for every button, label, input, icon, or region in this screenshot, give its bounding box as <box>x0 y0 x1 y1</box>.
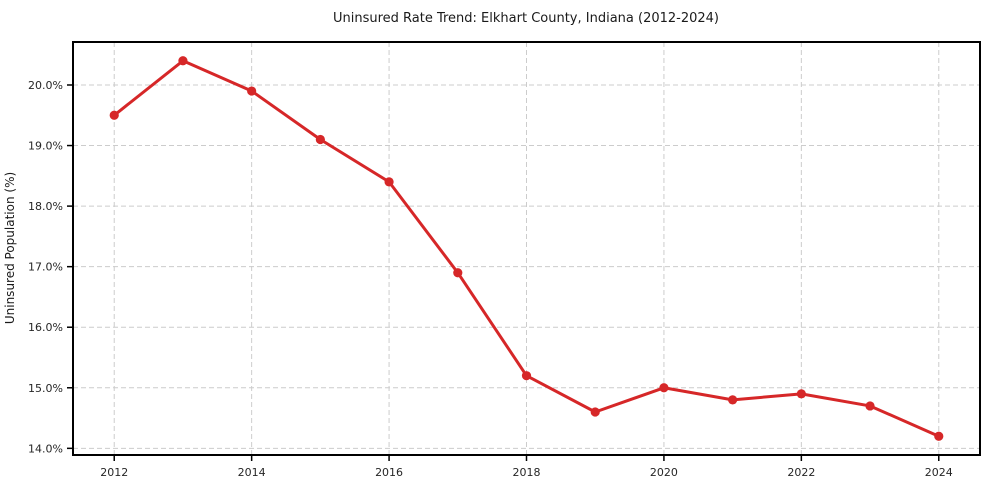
x-tick-label: 2018 <box>513 466 541 479</box>
y-tick-label: 14.0% <box>28 442 63 455</box>
data-point-2019 <box>590 407 600 417</box>
data-point-2018 <box>521 371 532 381</box>
x-tick-label: 2024 <box>925 466 953 479</box>
data-point-2014 <box>247 86 257 96</box>
data-point-2021 <box>728 395 738 405</box>
y-tick-label: 18.0% <box>28 200 63 213</box>
data-point-2016 <box>384 177 394 187</box>
plot-border <box>72 41 981 456</box>
data-point-2013 <box>178 56 188 66</box>
data-point-2024 <box>934 431 944 441</box>
plot-area: 2012 2014 2016 2018 2020 2022 2024 14.0% 15.0% 16… <box>28 41 981 479</box>
data-point-2012 <box>109 110 119 120</box>
y-tick-label: 20.0% <box>28 79 63 92</box>
y-tick-label: 17.0% <box>28 261 63 274</box>
x-tick-label: 2020 <box>650 466 678 479</box>
x-tick-label: 2012 <box>100 466 128 479</box>
data-point-2017 <box>453 268 463 278</box>
data-point-2022 <box>796 389 806 399</box>
x-tick-label: 2014 <box>238 466 266 479</box>
y-axis-label: Uninsured Population (%) <box>3 172 17 324</box>
x-tick-label: 2022 <box>787 466 815 479</box>
y-tick-label: 15.0% <box>28 382 63 395</box>
y-tick-label: 19.0% <box>28 140 63 153</box>
data-point-2020 <box>659 383 669 393</box>
y-tick-label: 16.0% <box>28 321 63 334</box>
chart-title: Uninsured Rate Trend: Elkhart County, In… <box>333 11 719 26</box>
x-tick-label: 2016 <box>375 466 403 479</box>
data-point-2015 <box>315 134 325 145</box>
data-point-2023 <box>865 401 875 411</box>
